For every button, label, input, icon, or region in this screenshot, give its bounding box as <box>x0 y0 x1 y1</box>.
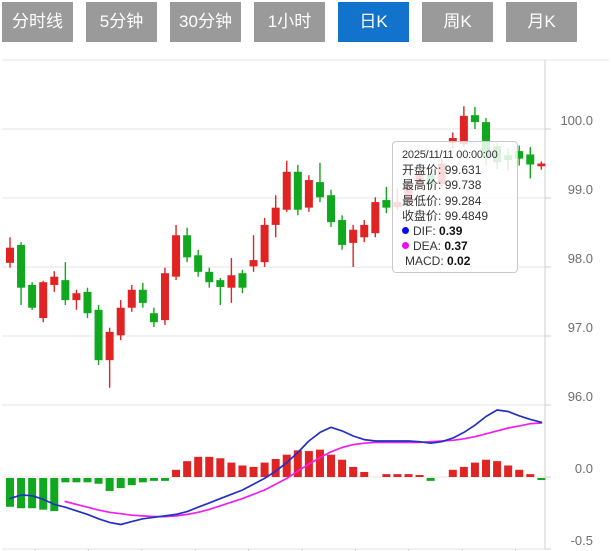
tab-weekly-k[interactable]: 周K <box>422 2 493 42</box>
tab-1hour[interactable]: 1小时 <box>254 2 325 42</box>
timeframe-tabs: 分时线 5分钟 30分钟 1小时 日K 周K 月K <box>2 2 577 42</box>
svg-text:-0.5: -0.5 <box>571 533 593 548</box>
dif-dot-icon <box>402 227 409 235</box>
tooltip-datetime: 2025/11/11 00:00:00 <box>402 149 498 161</box>
svg-text:96.0: 96.0 <box>568 389 593 404</box>
dea-dot-icon <box>402 242 409 250</box>
svg-text:99.0: 99.0 <box>568 182 593 197</box>
tab-monthly-k[interactable]: 月K <box>506 2 577 42</box>
tab-5min[interactable]: 5分钟 <box>86 2 157 42</box>
svg-text:98.0: 98.0 <box>568 251 593 266</box>
svg-text:0.0: 0.0 <box>575 461 593 476</box>
candle-tooltip: 2025/11/11 00:00:00 开盘价: 99.631 最高价: 99.… <box>392 141 518 273</box>
tooltip-dif-row: DIF: 0.39 <box>402 224 508 239</box>
tab-daily-k[interactable]: 日K <box>338 2 409 42</box>
svg-text:100.0: 100.0 <box>560 113 593 128</box>
tooltip-open-row: 开盘价: 99.631 <box>402 163 482 178</box>
tooltip-dea-row: DEA: 0.37 <box>402 239 508 254</box>
tab-timeline[interactable]: 分时线 <box>2 2 73 42</box>
tooltip-low-row: 最低价: 99.284 <box>402 193 482 208</box>
tooltip-high-row: 最高价: 99.738 <box>402 178 482 193</box>
tooltip-close-row: 收盘价: 99.4849 <box>402 208 489 223</box>
tab-30min[interactable]: 30分钟 <box>170 2 241 42</box>
svg-text:97.0: 97.0 <box>568 320 593 335</box>
tooltip-macd-row: MACD: 0.02 <box>405 254 471 269</box>
